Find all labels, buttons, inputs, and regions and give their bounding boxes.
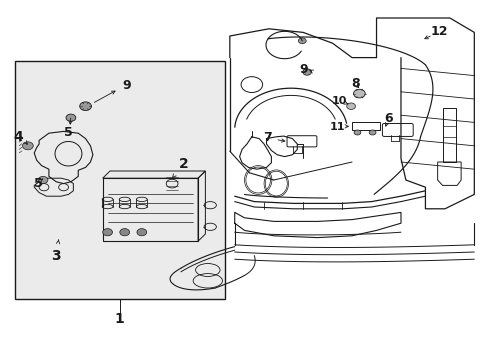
Circle shape [102, 229, 112, 236]
Circle shape [22, 142, 33, 150]
Text: 5: 5 [64, 126, 73, 139]
Text: 11: 11 [329, 122, 345, 132]
Text: 10: 10 [331, 96, 347, 106]
Circle shape [302, 69, 311, 75]
Text: 4: 4 [14, 130, 23, 144]
Circle shape [38, 176, 48, 184]
Bar [351, 122, 380, 130]
Circle shape [353, 89, 365, 98]
Text: 9: 9 [122, 79, 131, 92]
Text: 1: 1 [115, 312, 124, 325]
Text: 8: 8 [351, 77, 360, 90]
Bar [15, 61, 224, 299]
Text: 6: 6 [384, 112, 392, 125]
Circle shape [346, 103, 355, 109]
Circle shape [353, 130, 360, 135]
Circle shape [120, 229, 129, 236]
Text: 3: 3 [51, 249, 61, 262]
Text: 9: 9 [299, 63, 308, 76]
Circle shape [80, 102, 91, 111]
Text: 2: 2 [178, 157, 188, 171]
Circle shape [298, 38, 305, 44]
Circle shape [368, 130, 375, 135]
Text: 7: 7 [263, 131, 272, 144]
Circle shape [66, 114, 76, 121]
Bar [442, 108, 455, 162]
Text: 5: 5 [34, 177, 42, 190]
Circle shape [137, 229, 146, 236]
Bar [102, 178, 198, 241]
Text: 12: 12 [429, 25, 447, 38]
